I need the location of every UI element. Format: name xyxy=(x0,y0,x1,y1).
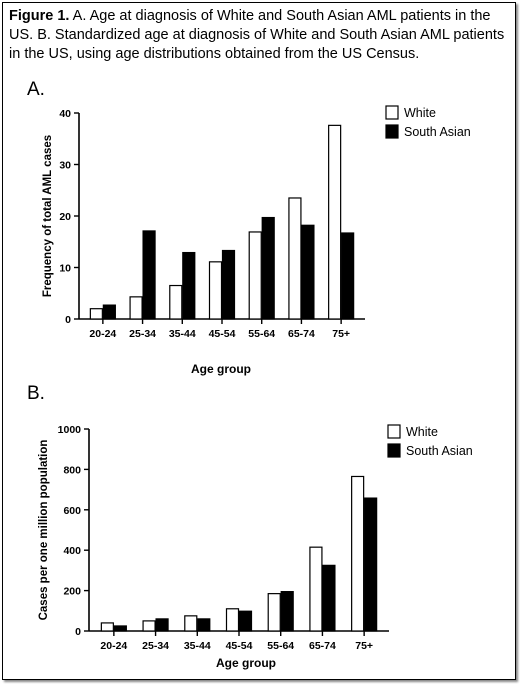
x-tick-label: 55-64 xyxy=(248,328,275,340)
x-tick-label: 65-74 xyxy=(309,640,336,652)
x-tick-label: 35-44 xyxy=(169,328,196,340)
bar-south-asian xyxy=(322,564,336,632)
bar-south-asian xyxy=(155,618,169,632)
bar-south-asian xyxy=(238,610,253,632)
chart-a: 0 10 20 30 40 20-24 25-34 35-44 45-54 55-64 65-74 7… xyxy=(38,105,473,670)
bar-white xyxy=(225,608,240,632)
figure-frame: Figure 1. A. Age at diagnosis of White a… xyxy=(2,2,516,680)
bar-south-asian xyxy=(341,232,355,320)
x-tick-label: 65-74 xyxy=(288,328,315,340)
x-tick-label: 25-34 xyxy=(142,640,169,652)
bar-white xyxy=(100,622,114,632)
y-axis-label: Cases per one million population xyxy=(38,440,50,621)
bar-south-asian xyxy=(197,618,211,632)
bar-white xyxy=(328,124,342,320)
y-tick-label: 600 xyxy=(63,505,81,517)
y-tick-label: 400 xyxy=(63,545,81,557)
figure-caption: Figure 1. A. Age at diagnosis of White a… xyxy=(9,7,509,64)
x-tick-label: 75+ xyxy=(332,328,350,340)
legend-swatch-south-asian xyxy=(387,443,401,458)
legend-swatch-white xyxy=(385,105,399,120)
legend-swatch-south-asian xyxy=(385,124,399,139)
y-tick-label: 0 xyxy=(65,314,71,326)
panel-label-a: A. xyxy=(27,79,45,100)
y-tick-label: 1000 xyxy=(58,424,82,436)
bar-white xyxy=(267,593,281,632)
legend-label-south-asian: South Asian xyxy=(404,125,471,139)
legend-swatch-white xyxy=(387,424,401,439)
y-tick-label: 0 xyxy=(75,626,81,638)
x-tick-label: 75+ xyxy=(355,640,373,652)
y-tick-label: 800 xyxy=(63,464,81,476)
caption-text: A. Age at diagnosis of White and South A… xyxy=(9,8,505,62)
x-tick-label: 35-44 xyxy=(184,640,211,652)
bar-white xyxy=(142,620,156,632)
bar-south-asian xyxy=(221,249,236,320)
bar-south-asian xyxy=(102,304,116,320)
y-axis-label: Frequency of total AML cases xyxy=(42,135,54,297)
x-axis-label: Age group xyxy=(216,656,276,670)
legend-label-white: White xyxy=(404,106,436,120)
bar-south-asian xyxy=(142,230,156,320)
bar-white xyxy=(129,296,143,320)
bar-white xyxy=(89,308,103,320)
legend-label-south-asian: South Asian xyxy=(406,444,473,458)
panel-label-b: B. xyxy=(27,383,45,404)
legend-label-white: White xyxy=(406,425,438,439)
x-axis-label: Age group xyxy=(191,362,251,376)
bar-white xyxy=(208,261,223,320)
y-tick-label: 10 xyxy=(59,263,71,275)
y-tick-label: 30 xyxy=(59,160,71,172)
y-tick-label: 200 xyxy=(63,586,81,598)
bar-white xyxy=(309,546,323,632)
bar-south-asian xyxy=(113,625,127,632)
bar-south-asian xyxy=(261,216,275,320)
bar-white xyxy=(351,475,365,632)
y-tick-label: 40 xyxy=(59,108,71,120)
x-tick-label: 20-24 xyxy=(89,328,116,340)
bar-south-asian xyxy=(301,224,315,320)
bar-south-asian xyxy=(280,591,294,632)
bar-white xyxy=(184,615,198,632)
x-tick-label: 45-54 xyxy=(226,640,253,652)
bar-white xyxy=(169,284,183,320)
bar-white xyxy=(248,231,262,320)
x-tick-label: 45-54 xyxy=(209,328,236,340)
bar-south-asian xyxy=(364,497,378,632)
bar-south-asian xyxy=(182,251,196,320)
bar-white xyxy=(288,197,302,320)
y-tick-label: 20 xyxy=(59,211,71,223)
x-tick-label: 55-64 xyxy=(267,640,294,652)
caption-label: Figure 1. xyxy=(9,8,70,24)
x-tick-label: 25-34 xyxy=(129,328,156,340)
x-tick-label: 20-24 xyxy=(100,640,127,652)
